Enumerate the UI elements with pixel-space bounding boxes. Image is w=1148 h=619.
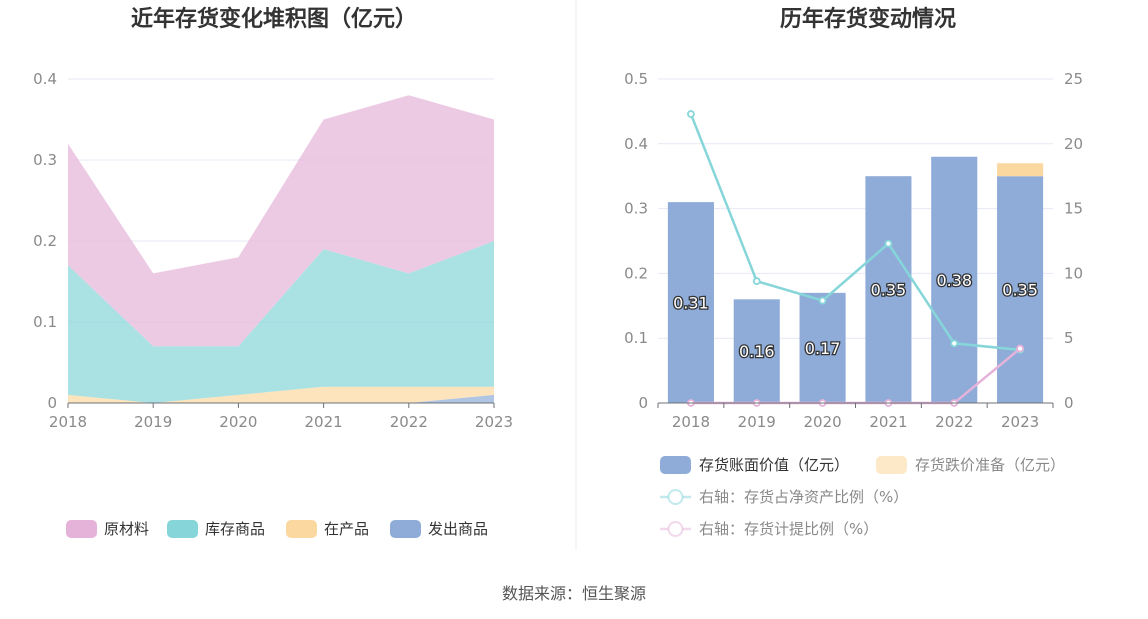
left-legend-swatch (66, 520, 97, 538)
left-x-tick-label: 2021 (305, 413, 343, 431)
left-chart-title: 近年存货变化堆积图（亿元） (131, 6, 417, 32)
bar-1-2023 (997, 163, 1044, 177)
right-chart-title: 历年存货变动情况 (780, 6, 956, 32)
right-y2-tick-label: 20 (1064, 135, 1083, 153)
area-series-0 (68, 394, 494, 403)
right-legend-swatch-bar0 (660, 456, 691, 474)
right-y-tick-label: 0.4 (624, 135, 648, 153)
right-legend-label: 存货账面价值（亿元） (699, 456, 849, 474)
right-y-tick-label: 0.2 (624, 264, 648, 282)
bar-0-2018 (667, 202, 714, 403)
bar-0-2019 (733, 299, 780, 403)
right-legend-swatch-bar1 (876, 456, 907, 474)
right-y2-tick-label: 25 (1064, 70, 1083, 88)
right-y-tick-label: 0.1 (624, 329, 648, 347)
line-point-0 (687, 110, 695, 118)
left-y-tick-label: 0.3 (33, 151, 57, 169)
line-series-0 (689, 113, 1021, 352)
left-x-tick-label: 2019 (134, 413, 172, 431)
left-legend-label: 库存商品 (205, 520, 265, 538)
right-y2-tick-label: 5 (1064, 329, 1074, 347)
left-legend: 原材料 库存商品 在产品 发出商品 (66, 520, 488, 538)
right-x-tick-label: 2018 (672, 413, 710, 431)
bar-value-label: 0.35 (1002, 281, 1038, 300)
bar-line-chart: 历年存货变动情况 0.310.16 0.170.350.380.35 00.10.… (624, 6, 1083, 538)
right-x-tick-label: 2020 (803, 413, 841, 431)
right-x-tick-label: 2021 (869, 413, 907, 431)
left-x-tick-label: 2022 (390, 413, 428, 431)
right-y-tick-label: 0.5 (624, 70, 648, 88)
left-legend-label: 在产品 (324, 520, 369, 538)
left-x-tick-label: 2020 (219, 413, 257, 431)
area-series-1 (68, 386, 494, 403)
right-legend-label: 右轴：存货计提比例（%） (699, 520, 878, 538)
bar-0-2021 (865, 176, 912, 403)
left-legend-swatch (390, 520, 421, 538)
line-point-0 (752, 277, 761, 286)
left-y-tick-label: 0 (47, 394, 57, 412)
right-legend-label: 右轴：存货占净资产比例（%） (699, 488, 908, 506)
right-y2-tick-label: 15 (1064, 200, 1083, 218)
right-gridlines (658, 78, 1053, 339)
left-y-tick-label: 0.2 (33, 232, 57, 250)
bar-value-label: 0.31 (673, 294, 709, 313)
line-point-0 (818, 296, 827, 305)
line-point-0 (950, 339, 959, 348)
right-x-tick-label: 2023 (1001, 413, 1039, 431)
left-area-series (68, 95, 494, 403)
right-x-tick-label: 2022 (935, 413, 973, 431)
stacked-area-chart: 近年存货变化堆积图（亿元） 0 0.1 0.2 0.3 0.4 2018 2019 2020 2… (33, 6, 513, 538)
left-legend-label: 发出商品 (428, 520, 488, 538)
right-y2-tick-label: 0 (1064, 394, 1074, 412)
left-y-tick-label: 0.1 (33, 313, 57, 331)
right-legend-marker-1 (667, 521, 684, 537)
line-point-0 (884, 239, 893, 248)
bar-0-2023 (997, 176, 1044, 403)
left-axes: 0 0.1 0.2 0.3 0.4 2018 2019 2020 2021 2022 2023 (33, 70, 513, 431)
bar-value-label: 0.35 (871, 281, 907, 300)
bar-0-2020 (799, 292, 846, 403)
bar-value-label: 0.17 (805, 339, 841, 358)
right-legend-label: 存货跌价准备（亿元） (915, 456, 1065, 474)
right-y-tick-label: 0 (638, 394, 648, 412)
source-note: 数据来源：恒生聚源 (502, 584, 646, 603)
left-x-tick-label: 2023 (475, 413, 513, 431)
bar-value-label: 0.16 (739, 342, 775, 361)
bar-value-label: 0.38 (936, 271, 972, 290)
area-series-3 (68, 95, 494, 347)
right-x-tick-label: 2019 (738, 413, 776, 431)
area-series-2 (68, 241, 494, 403)
left-legend-swatch (286, 520, 317, 538)
left-x-tick-label: 2018 (49, 413, 87, 431)
left-legend-label: 原材料 (104, 520, 149, 538)
right-y2-tick-label: 10 (1064, 264, 1083, 282)
right-legend: 存货账面价值（亿元） 存货跌价准备（亿元） 右轴：存货占净资产比例（%） 右轴：存货计… (660, 456, 1065, 538)
right-legend-marker-0 (667, 489, 684, 505)
right-bar-labels: 0.31 0.16 0.17 0.35 0.38 0.35 (672, 270, 1039, 363)
bar-0-2022 (931, 156, 978, 403)
left-legend-swatch (167, 520, 198, 538)
right-y-tick-label: 0.3 (624, 200, 648, 218)
left-y-tick-label: 0.4 (33, 70, 57, 88)
right-axes: 0 0.1 0.2 0.3 0.4 0.5 0 5 10 15 20 25 2018 2019 2020 20… (624, 70, 1083, 431)
right-bar-series (667, 156, 1044, 403)
line-point-1 (1016, 344, 1024, 353)
